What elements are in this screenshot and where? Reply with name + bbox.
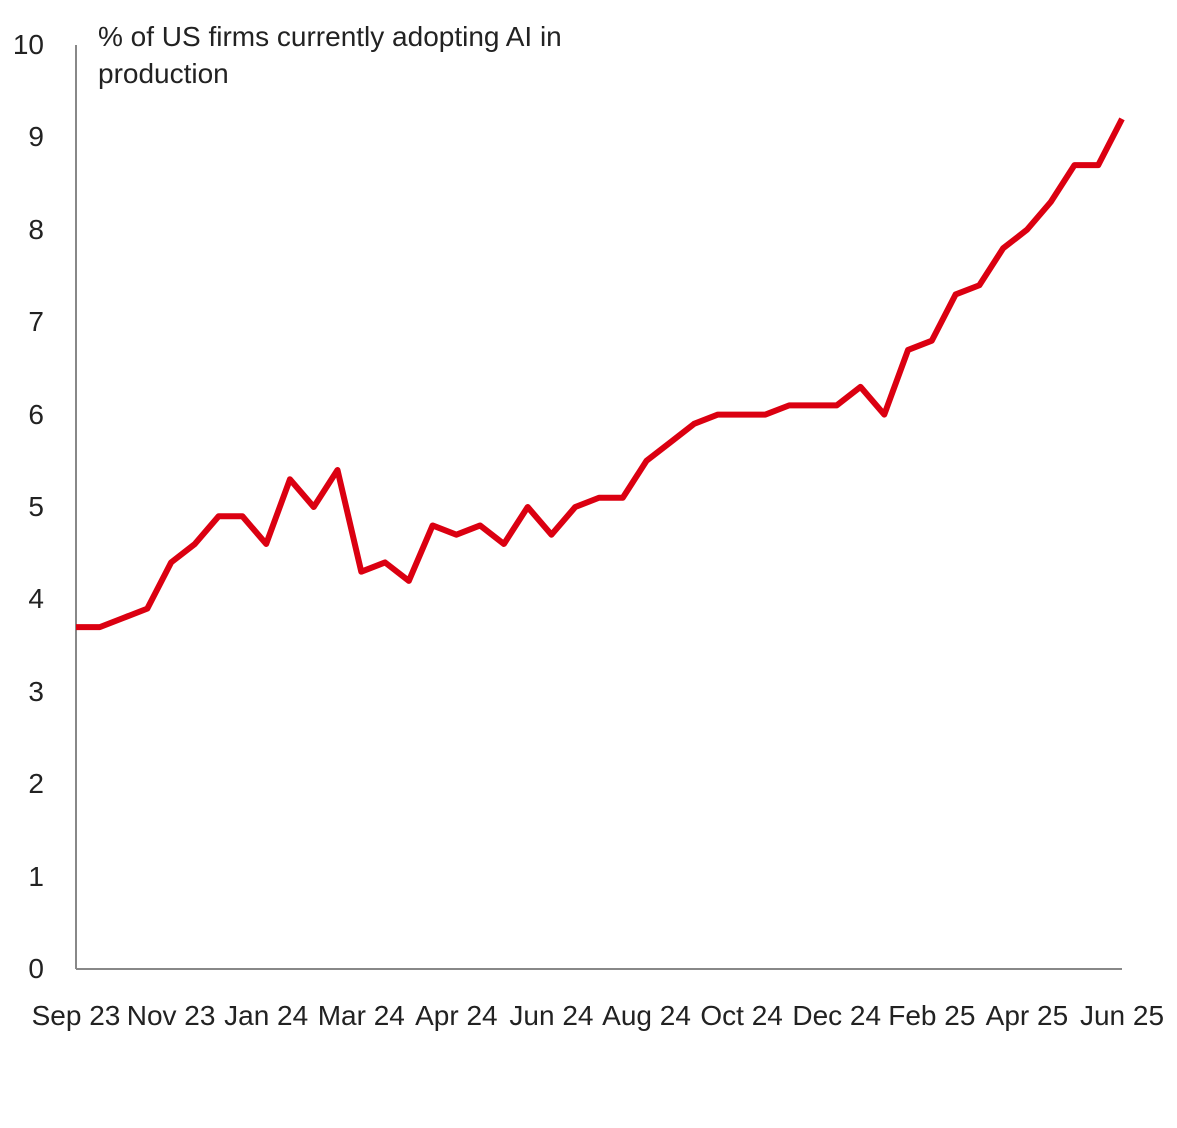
y-tick-label: 5 (28, 491, 44, 522)
x-tick-label: Dec 24 (792, 1000, 882, 1031)
x-tick-label: Sep 23 (31, 1000, 121, 1031)
y-tick-label: 1 (28, 860, 44, 892)
x-tick-label: Feb 25 (888, 1000, 976, 1031)
x-tick-label: Apr 25 (985, 1000, 1069, 1031)
x-tick-label: Nov 23 (126, 1000, 216, 1031)
y-tick-label: 7 (28, 306, 44, 338)
x-tick-label: Jun 25 (1079, 1000, 1165, 1031)
y-tick-label: 3 (28, 675, 44, 707)
x-tick-label: Mar 24 (317, 1000, 405, 1031)
x-tick-label: Jan 24 (224, 1000, 309, 1031)
x-tick-label: Apr 24 (415, 1000, 498, 1031)
y-tick-label: 0 (28, 953, 44, 984)
x-tick-label: Jun 24 (509, 1000, 594, 1031)
chart-title: % of US firms currently adopting AI in p… (98, 21, 562, 89)
y-tick-label: 8 (28, 213, 44, 245)
y-tick-label: 9 (28, 121, 44, 153)
x-tick-label: Aug 24 (602, 1000, 691, 1031)
y-tick-label: 6 (28, 398, 44, 430)
y-tick-label: 2 (28, 768, 44, 800)
y-tick-label: 4 (28, 583, 44, 615)
x-tick-label: Oct 24 (700, 1000, 783, 1031)
y-tick-label: 10 (12, 29, 44, 60)
data-line (76, 117, 1125, 631)
